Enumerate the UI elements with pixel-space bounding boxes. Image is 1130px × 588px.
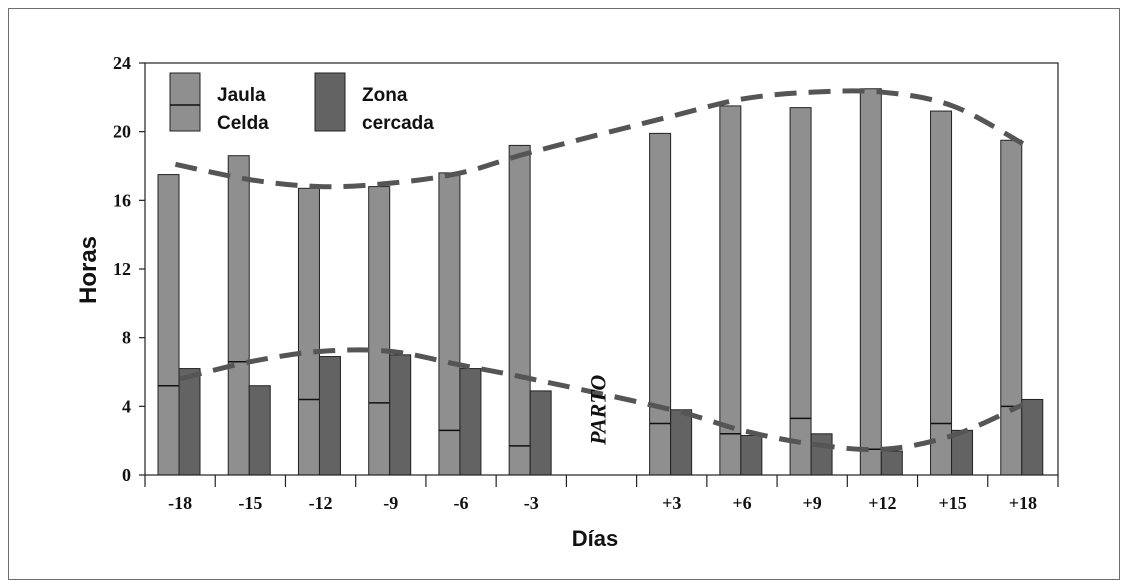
bar-zona-9: [810, 433, 833, 476]
x-tick-label-8: +6: [732, 493, 751, 513]
bar-jaula-11: [930, 110, 953, 476]
x-tick-label-12: +18: [1009, 493, 1037, 513]
legend-label-1-line1: Zona: [362, 85, 408, 106]
y-tick-label-1: 4: [122, 396, 131, 416]
bar-zona-0: [178, 368, 201, 476]
bar-zona-1: [248, 385, 271, 476]
bar-zona-2: [318, 356, 341, 476]
bar-jaula-2: [297, 187, 320, 476]
bar-zona-8: [740, 435, 763, 476]
bar-jaula-12: [1000, 139, 1023, 476]
x-tick-label-0: -18: [168, 493, 192, 513]
trend-line-lower: [179, 347, 1024, 453]
bar-jaula-5: [508, 144, 531, 476]
trend-line-upper: [174, 88, 1025, 190]
x-axis-label: Días: [572, 526, 618, 551]
bar-zona-7: [670, 409, 693, 476]
x-tick-label-11: +15: [939, 493, 967, 513]
x-tick-label-3: -9: [383, 493, 398, 513]
bar-zona-10: [880, 450, 903, 476]
bar-zona-5: [529, 390, 552, 476]
legend-label-0-line1: Jaula: [217, 85, 266, 106]
x-tick-label-10: +12: [868, 493, 896, 513]
bar-jaula-0: [157, 174, 180, 476]
parto-annotation: PARTO: [586, 375, 611, 446]
y-tick-label-0: 0: [122, 465, 131, 485]
x-tick-label-4: -6: [454, 493, 469, 513]
y-tick-label-3: 12: [113, 259, 131, 279]
bar-zona-12: [1021, 398, 1044, 476]
bar-jaula-8: [719, 105, 742, 476]
x-tick-label-2: -12: [309, 493, 333, 513]
x-tick-label-1: -15: [238, 493, 262, 513]
x-tick-label-9: +9: [803, 493, 822, 513]
y-tick-label-5: 20: [113, 122, 131, 142]
bar-jaula-3: [368, 186, 391, 476]
x-tick-label-5: -3: [524, 493, 539, 513]
bar-jaula-1: [227, 155, 250, 476]
y-tick-label-6: 24: [113, 53, 131, 73]
legend-label-0-line2: Celda: [217, 113, 269, 134]
y-axis-label: Horas: [75, 236, 102, 304]
bar-jaula-9: [789, 107, 812, 476]
bar-jaula-10: [859, 88, 882, 476]
legend-swatch-1: [314, 72, 346, 132]
bar-zona-3: [389, 354, 412, 476]
y-tick-label-4: 16: [113, 190, 131, 210]
bar-zona-4: [459, 368, 482, 476]
legend-swatch-0: [169, 72, 201, 132]
y-tick-label-2: 8: [122, 328, 131, 348]
legend-label-1-line2: cercada: [362, 113, 434, 134]
x-tick-label-7: +3: [662, 493, 681, 513]
